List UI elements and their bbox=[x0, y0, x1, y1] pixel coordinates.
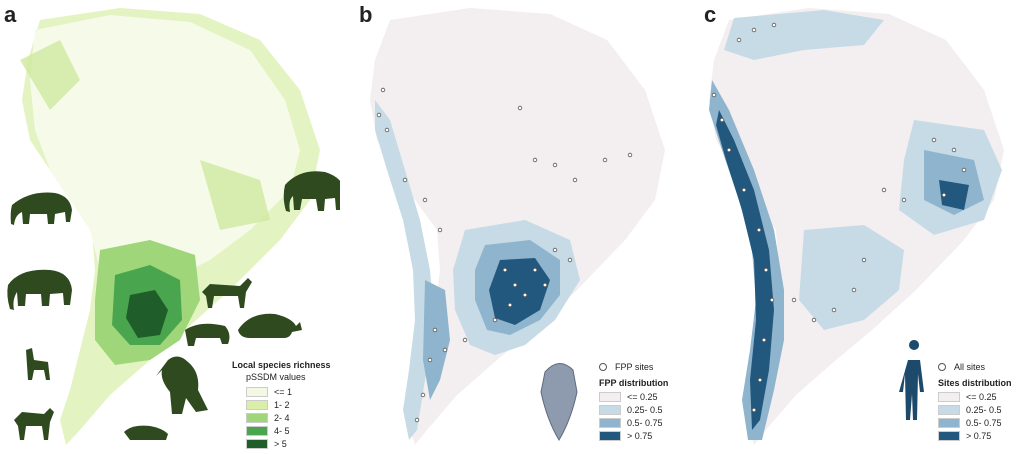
patagonia-mid-zone bbox=[423, 280, 450, 400]
andes-low-zone bbox=[375, 100, 435, 440]
east-high-zone bbox=[939, 180, 969, 210]
elephant-icon bbox=[7, 269, 72, 310]
legend-label: 0.5- 0.75 bbox=[966, 417, 1002, 428]
legend-b: FPP sites FPP distribution <= 0.25 0.25- … bbox=[599, 362, 668, 442]
legend-label: > 5 bbox=[274, 438, 287, 449]
legend-row-c: 0.5- 0.75 bbox=[938, 416, 1012, 429]
legend-label: <= 0.25 bbox=[966, 391, 997, 402]
panel-letter-a: a bbox=[4, 2, 17, 27]
panel-b: b FPP sites FPP distribution < bbox=[345, 0, 685, 454]
legend-label: 2- 4 bbox=[274, 412, 290, 423]
legend-swatch bbox=[599, 391, 621, 402]
continent-a bbox=[20, 8, 320, 445]
very-high-richness-zone bbox=[126, 290, 168, 338]
glyptodont-icon bbox=[238, 313, 302, 338]
legend-row-c: > 0.75 bbox=[938, 429, 1012, 442]
legend-c: All sites Sites distribution <= 0.25 0.25… bbox=[938, 362, 1012, 442]
legend-title-a: Local species richness bbox=[232, 360, 331, 370]
all-site-markers bbox=[711, 22, 967, 413]
gomphothere-icon bbox=[283, 171, 340, 212]
legend-row-b: > 0.75 bbox=[599, 429, 668, 442]
human-figure-icon bbox=[899, 340, 924, 420]
low-richness-zone bbox=[30, 15, 300, 310]
legend-label: > 0.75 bbox=[627, 430, 653, 441]
legend-row-a: 1- 2 bbox=[246, 398, 331, 411]
legend-row-a: > 5 bbox=[246, 437, 331, 450]
legend-label: <= 0.25 bbox=[627, 391, 658, 402]
sites-label-b: FPP sites bbox=[615, 362, 654, 372]
site-marker-icon bbox=[599, 363, 607, 371]
legend-swatch bbox=[246, 412, 268, 423]
legend-row-a: 2- 4 bbox=[246, 411, 331, 424]
legend-row-b: 0.5- 0.75 bbox=[599, 416, 668, 429]
sites-key-b: FPP sites bbox=[599, 362, 668, 372]
pampas-high-zone bbox=[489, 258, 550, 325]
legend-swatch bbox=[938, 430, 960, 441]
legend-row-c: 0.25- 0.5 bbox=[938, 403, 1012, 416]
legend-swatch bbox=[938, 417, 960, 428]
legend-label: 0.25- 0.5 bbox=[966, 404, 1002, 415]
legend-row-a: <= 1 bbox=[246, 385, 331, 398]
legend-subtitle-a: pSSDM values bbox=[246, 372, 306, 382]
legend-row-c: <= 0.25 bbox=[938, 390, 1012, 403]
fishtail-projectile-point-icon bbox=[540, 363, 578, 441]
map-a bbox=[7, 8, 340, 445]
legend-label: 0.5- 0.75 bbox=[627, 417, 663, 428]
legend-swatch bbox=[246, 399, 268, 410]
legend-swatch bbox=[599, 404, 621, 415]
legend-label: 4- 5 bbox=[274, 425, 290, 436]
sites-label-c: All sites bbox=[954, 362, 986, 372]
south-low-zone bbox=[799, 225, 904, 330]
legend-swatch bbox=[938, 404, 960, 415]
horse-icon bbox=[202, 278, 252, 308]
mammoth-icon bbox=[10, 192, 72, 225]
legend-swatch bbox=[246, 386, 268, 397]
legend-a: Local species richness pSSDM values <= 1… bbox=[232, 360, 331, 450]
panel-c: c All sites Sites distribut bbox=[684, 0, 1024, 454]
panel-letter-b: b bbox=[359, 2, 373, 27]
legend-row-a: 4- 5 bbox=[246, 424, 331, 437]
richness-patches bbox=[20, 40, 270, 230]
bear-icon bbox=[124, 425, 168, 440]
legend-swatch bbox=[246, 425, 268, 436]
toxodon-icon bbox=[185, 323, 230, 346]
sites-key-c: All sites bbox=[938, 362, 1012, 372]
map-b bbox=[370, 8, 665, 445]
north-low-zone bbox=[724, 10, 884, 60]
legend-swatch bbox=[246, 438, 268, 449]
legend-row-b: <= 0.25 bbox=[599, 390, 668, 403]
legend-label: 0.25- 0.5 bbox=[627, 404, 663, 415]
continent-b bbox=[370, 8, 665, 445]
andes-high-zone bbox=[716, 110, 774, 430]
fpp-site-markers bbox=[376, 87, 633, 423]
legend-swatch bbox=[938, 391, 960, 402]
hippidion-icon bbox=[14, 408, 54, 440]
continent-c bbox=[709, 8, 1004, 445]
megafauna-silhouettes bbox=[7, 171, 340, 440]
legend-label: <= 1 bbox=[274, 386, 293, 397]
llama-icon bbox=[26, 348, 50, 380]
legend-row-b: 0.25- 0.5 bbox=[599, 403, 668, 416]
legend-swatch bbox=[599, 430, 621, 441]
legend-title-b: FPP distribution bbox=[599, 378, 669, 388]
legend-swatch bbox=[599, 417, 621, 428]
legend-label: 1- 2 bbox=[274, 399, 290, 410]
map-c bbox=[709, 8, 1004, 445]
panel-letter-c: c bbox=[704, 2, 717, 27]
legend-title-c: Sites distribution bbox=[938, 378, 1012, 388]
ground-sloth-icon bbox=[156, 356, 208, 414]
panel-a: a Local species richness pSSDM values <=… bbox=[0, 0, 340, 454]
site-marker-icon bbox=[938, 363, 946, 371]
legend-label: > 0.75 bbox=[966, 430, 992, 441]
